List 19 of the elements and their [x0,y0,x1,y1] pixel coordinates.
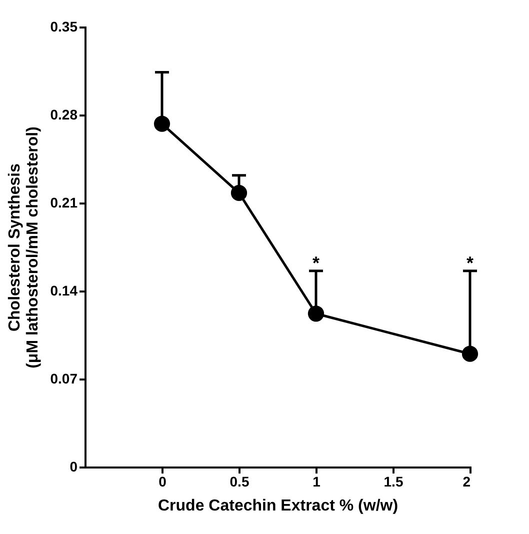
annotation: * [466,252,474,273]
x-tick-label: 0.5 [230,474,250,490]
y-tick-label: 0.28 [50,106,78,122]
x-tick-label: 1.5 [384,474,404,490]
y-tick-label: 0.35 [50,18,78,34]
point [308,306,324,322]
x-tick-label: 1 [312,474,321,490]
y-axis-title: Cholesterol Synthesis (μM lathosterol/mM cholesterol) [6,126,42,368]
x-tick-label: 2 [462,474,471,490]
point [462,346,478,362]
x-tick-label: 0 [158,474,167,490]
point [230,184,248,201]
x-axis-title: Crude Catechin Extract % (w/w) [158,498,398,514]
point [154,116,170,132]
y-tick-label: 0.07 [50,370,78,386]
y-tick-label: 0.21 [50,194,78,210]
y-tick-label: 0 [70,458,78,474]
annotation: * [312,252,320,273]
y-tick-label: 0.14 [50,282,78,298]
